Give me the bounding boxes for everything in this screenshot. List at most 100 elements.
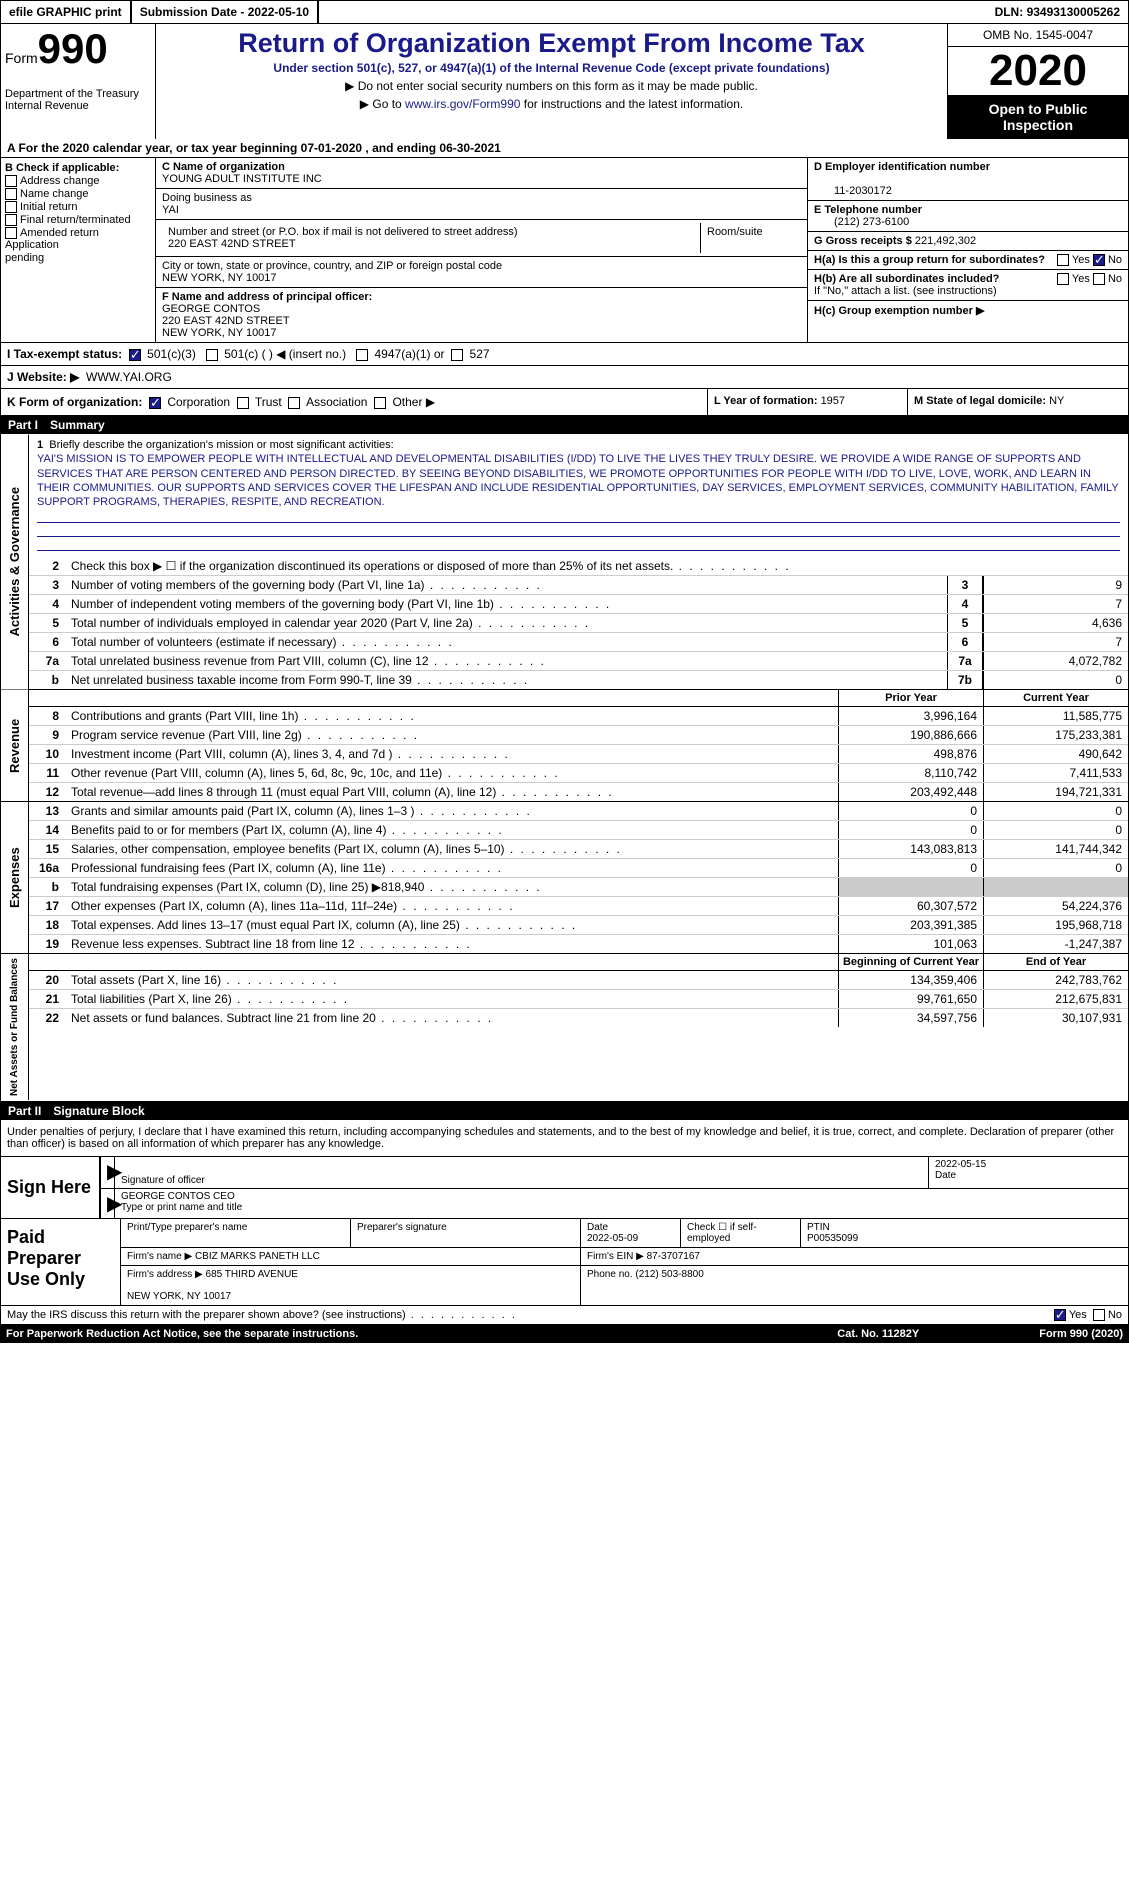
governance-section: Activities & Governance 1 Briefly descri… xyxy=(0,434,1129,690)
form-title: Return of Organization Exempt From Incom… xyxy=(160,28,943,59)
gross-receipts: 221,492,302 xyxy=(915,235,976,247)
officer-name-title: GEORGE CONTOS CEO xyxy=(121,1191,235,1202)
cb-527[interactable] xyxy=(451,349,463,361)
dln: DLN: 93493130005262 xyxy=(987,1,1128,23)
submission-date: Submission Date - 2022-05-10 xyxy=(132,1,319,23)
phone: (212) 273-6100 xyxy=(814,216,909,228)
dba: YAI xyxy=(162,204,179,216)
omb-number: OMB No. 1545-0047 xyxy=(948,24,1128,47)
rev-line: 10Investment income (Part VIII, column (… xyxy=(29,745,1128,764)
prep-date: 2022-05-09 xyxy=(587,1233,638,1244)
exp-line: 16aProfessional fundraising fees (Part I… xyxy=(29,859,1128,878)
irs-link[interactable]: www.irs.gov/Form990 xyxy=(405,97,520,111)
cb-assoc[interactable] xyxy=(288,397,300,409)
cb-amended[interactable]: Amended return Application xyxy=(5,227,151,251)
form-number: 990 xyxy=(38,25,108,72)
entity-grid: B Check if applicable: Address change Na… xyxy=(0,158,1129,343)
form-org-row: K Form of organization: Corporation Trus… xyxy=(0,389,1129,416)
dept-treasury: Department of the Treasury xyxy=(5,88,151,100)
street-address: 220 EAST 42ND STREET xyxy=(168,238,296,250)
open-public: Open to Public Inspection xyxy=(948,95,1128,139)
sign-here-row: Sign Here ▶Signature of officer2022-05-1… xyxy=(0,1157,1129,1219)
hc-label: H(c) Group exemption number ▶ xyxy=(814,305,984,317)
cb-addr-change[interactable]: Address change xyxy=(5,175,151,187)
tax-status-row: I Tax-exempt status: 501(c)(3) 501(c) ( … xyxy=(0,343,1129,366)
side-governance: Activities & Governance xyxy=(1,434,29,689)
cb-name-change[interactable]: Name change xyxy=(5,188,151,200)
row-a-tax-year: A For the 2020 calendar year, or tax yea… xyxy=(0,139,1129,158)
exp-line: 15Salaries, other compensation, employee… xyxy=(29,840,1128,859)
net-header: Beginning of Current YearEnd of Year xyxy=(29,954,1128,971)
rev-line: 12Total revenue—add lines 8 through 11 (… xyxy=(29,783,1128,801)
city-state-zip: NEW YORK, NY 10017 xyxy=(162,272,277,284)
sign-here-label: Sign Here xyxy=(1,1157,101,1218)
rev-line: 11Other revenue (Part VIII, column (A), … xyxy=(29,764,1128,783)
discuss-row: May the IRS discuss this return with the… xyxy=(0,1306,1129,1325)
year-formation: 1957 xyxy=(821,395,845,407)
net-line: 21Total liabilities (Part X, line 26)99,… xyxy=(29,990,1128,1009)
mission-block: 1 Briefly describe the organization's mi… xyxy=(29,434,1128,557)
exp-line: 13Grants and similar amounts paid (Part … xyxy=(29,802,1128,821)
netassets-section: Net Assets or Fund Balances Beginning of… xyxy=(0,954,1129,1101)
exp-line: 18Total expenses. Add lines 13–17 (must … xyxy=(29,916,1128,935)
side-netassets: Net Assets or Fund Balances xyxy=(1,954,29,1100)
goto-note: ▶ Go to www.irs.gov/Form990 for instruct… xyxy=(160,97,943,111)
state-domicile: NY xyxy=(1049,395,1064,407)
website-url: WWW.YAI.ORG xyxy=(86,370,172,384)
gov-line: 4Number of independent voting members of… xyxy=(29,595,1128,614)
sig-declaration: Under penalties of perjury, I declare th… xyxy=(0,1120,1129,1157)
cb-pending[interactable]: pending xyxy=(5,252,151,264)
footer-bar: For Paperwork Reduction Act Notice, see … xyxy=(0,1325,1129,1343)
cb-501c[interactable] xyxy=(206,349,218,361)
top-bar: efile GRAPHIC print Submission Date - 20… xyxy=(0,0,1129,24)
gov-line: 3Number of voting members of the governi… xyxy=(29,576,1128,595)
col-b-checkboxes: B Check if applicable: Address change Na… xyxy=(1,158,156,342)
cb-initial[interactable]: Initial return xyxy=(5,201,151,213)
mission-text: YAI'S MISSION IS TO EMPOWER PEOPLE WITH … xyxy=(37,453,1118,508)
website-row: J Website: ▶ WWW.YAI.ORG xyxy=(0,366,1129,389)
dept-irs: Internal Revenue xyxy=(5,100,151,112)
exp-line: bTotal fundraising expenses (Part IX, co… xyxy=(29,878,1128,897)
sig-arrow-icon: ▶ xyxy=(101,1157,115,1188)
part1-header: Part ISummary xyxy=(0,416,1129,434)
cb-other[interactable] xyxy=(374,397,386,409)
rev-line: 9Program service revenue (Part VIII, lin… xyxy=(29,726,1128,745)
cb-4947[interactable] xyxy=(356,349,368,361)
cb-corp[interactable] xyxy=(149,397,161,409)
cb-final[interactable]: Final return/terminated xyxy=(5,214,151,226)
net-line: 22Net assets or fund balances. Subtract … xyxy=(29,1009,1128,1027)
form-subtitle: Under section 501(c), 527, or 4947(a)(1)… xyxy=(160,61,943,75)
form-header: Form990 Department of the Treasury Inter… xyxy=(0,24,1129,139)
rev-header: Prior YearCurrent Year xyxy=(29,690,1128,707)
cb-discuss-yes[interactable] xyxy=(1054,1309,1066,1321)
firm-addr: 685 THIRD AVENUE xyxy=(206,1269,298,1280)
gov-line: 7aTotal unrelated business revenue from … xyxy=(29,652,1128,671)
cb-discuss-no[interactable] xyxy=(1093,1309,1105,1321)
hb-label: H(b) Are all subordinates included? xyxy=(814,273,999,285)
exp-line: 14Benefits paid to or for members (Part … xyxy=(29,821,1128,840)
preparer-row: Paid Preparer Use Only Print/Type prepar… xyxy=(0,1219,1129,1306)
gov-line: 6Total number of volunteers (estimate if… xyxy=(29,633,1128,652)
gov-line: 5Total number of individuals employed in… xyxy=(29,614,1128,633)
preparer-label: Paid Preparer Use Only xyxy=(1,1219,121,1305)
exp-line: 17Other expenses (Part IX, column (A), l… xyxy=(29,897,1128,916)
efile-label: efile GRAPHIC print xyxy=(1,1,132,23)
ptin: P00535099 xyxy=(807,1233,858,1244)
gov-line: bNet unrelated business taxable income f… xyxy=(29,671,1128,689)
rev-line: 8Contributions and grants (Part VIII, li… xyxy=(29,707,1128,726)
net-line: 20Total assets (Part X, line 16)134,359,… xyxy=(29,971,1128,990)
sig-arrow2-icon: ▶ xyxy=(101,1189,115,1218)
gov-line: 2Check this box ▶ ☐ if the organization … xyxy=(29,557,1128,576)
officer-name: GEORGE CONTOS xyxy=(162,303,260,315)
firm-ein: 87-3707167 xyxy=(647,1251,700,1262)
expenses-section: Expenses 13Grants and similar amounts pa… xyxy=(0,802,1129,954)
ein: 11-2030172 xyxy=(814,185,892,197)
cb-trust[interactable] xyxy=(237,397,249,409)
side-expenses: Expenses xyxy=(1,802,29,953)
cb-501c3[interactable] xyxy=(129,349,141,361)
part2-header: Part IISignature Block xyxy=(0,1102,1129,1120)
form-word: Form xyxy=(5,50,38,66)
ha-label: H(a) Is this a group return for subordin… xyxy=(814,254,1045,266)
org-name: YOUNG ADULT INSTITUTE INC xyxy=(162,173,322,185)
sig-date: 2022-05-15 xyxy=(935,1159,986,1170)
